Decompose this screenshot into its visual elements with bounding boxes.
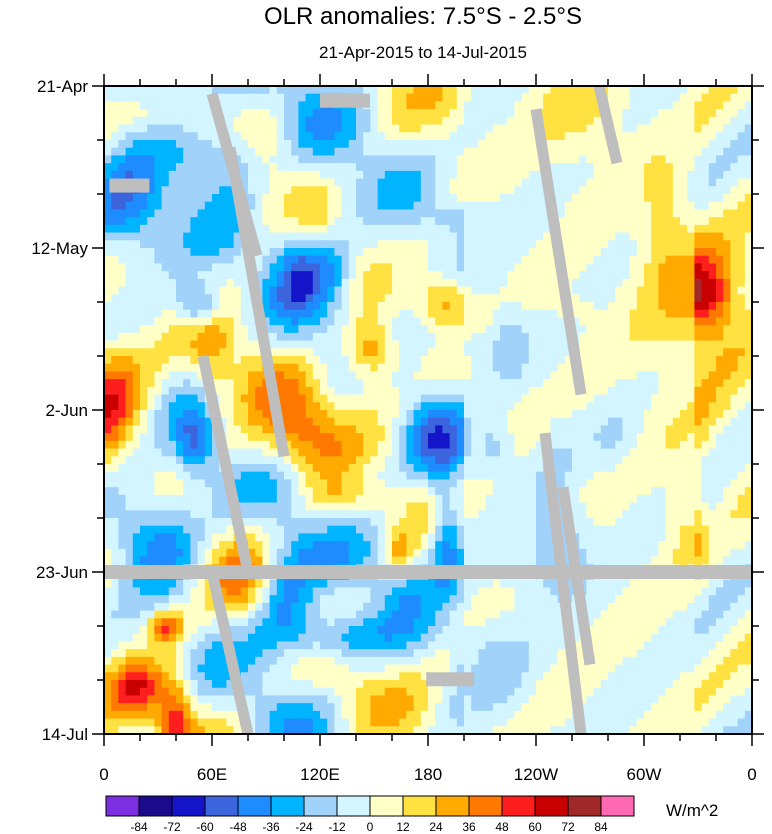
missing-data-bands <box>104 84 752 736</box>
y-tick-label: 14-Jul <box>42 725 88 744</box>
x-tick-label: 60W <box>627 765 662 784</box>
colorbar-label: -48 <box>229 820 247 834</box>
colorbar-label: -12 <box>328 820 346 834</box>
y-tick-label: 23-Jun <box>36 563 88 582</box>
colorbar-swatch <box>138 795 173 817</box>
x-tick-label: 0 <box>99 765 108 784</box>
y-tick-label: 2-Jun <box>45 401 88 420</box>
colorbar: -84 -72 -60 -48 -36 -24 -12 0 12 24 36 48 60 72 84 <box>105 795 635 834</box>
colorbar-swatch <box>105 795 140 817</box>
colorbar-swatch <box>567 795 602 817</box>
colorbar-label: -84 <box>130 820 148 834</box>
colorbar-swatch <box>204 795 239 817</box>
colorbar-label: 48 <box>495 820 509 834</box>
colorbar-label: 36 <box>462 820 476 834</box>
colorbar-unit: W/m^2 <box>666 801 718 820</box>
chart-subtitle: 21-Apr-2015 to 14-Jul-2015 <box>319 43 527 62</box>
anomaly-field <box>104 86 753 735</box>
colorbar-swatch <box>501 795 536 817</box>
colorbar-swatch <box>171 795 206 817</box>
y-tick-label: 12-May <box>31 239 88 258</box>
time-axis: 21-Apr 12-May 2-Jun 23-Jun 14-Jul <box>31 77 764 744</box>
colorbar-label: -72 <box>163 820 181 834</box>
colorbar-swatch <box>402 795 437 817</box>
colorbar-label: -24 <box>295 820 313 834</box>
colorbar-label: -60 <box>196 820 214 834</box>
y-tick-label: 21-Apr <box>37 77 88 96</box>
colorbar-swatch <box>336 795 371 817</box>
colorbar-swatch <box>237 795 272 817</box>
x-tick-label: 120W <box>514 765 558 784</box>
colorbar-label: -36 <box>262 820 280 834</box>
colorbar-swatch <box>303 795 338 817</box>
x-tick-label: 120E <box>300 765 340 784</box>
colorbar-swatch <box>600 795 635 817</box>
chart-title: OLR anomalies: 7.5°S - 2.5°S <box>264 3 582 30</box>
colorbar-swatch <box>534 795 569 817</box>
colorbar-swatch <box>369 795 404 817</box>
colorbar-swatch <box>435 795 470 817</box>
x-tick-label: 180 <box>414 765 442 784</box>
colorbar-label: 12 <box>396 820 410 834</box>
x-tick-label: 60E <box>197 765 227 784</box>
colorbar-swatch <box>468 795 503 817</box>
colorbar-label: 60 <box>528 820 542 834</box>
colorbar-label: 84 <box>594 820 608 834</box>
longitude-axis: 0 60E 120E 180 120W 60W 0 <box>99 74 757 784</box>
plot-area <box>103 84 753 736</box>
colorbar-swatch <box>270 795 305 817</box>
colorbar-label: 0 <box>367 820 374 834</box>
colorbar-label: 72 <box>561 820 575 834</box>
colorbar-label: 24 <box>429 820 443 834</box>
x-tick-label: 0 <box>747 765 756 784</box>
